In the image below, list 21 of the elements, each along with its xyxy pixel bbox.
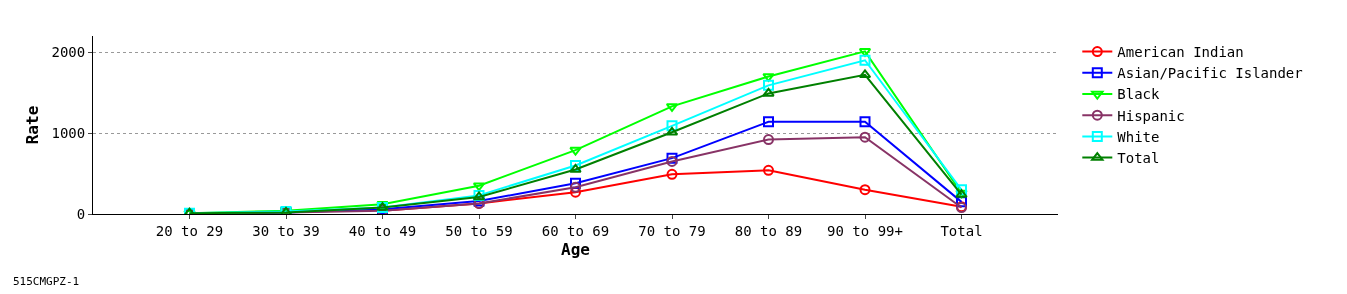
x-tick-label: 70 to 79 — [638, 222, 706, 239]
y-tick-label: 1000 — [51, 124, 86, 141]
x-tick-label: 30 to 39 — [252, 222, 320, 239]
legend-label: White — [1117, 128, 1160, 145]
y-tick-label: 2000 — [51, 44, 86, 61]
x-tick-label: 20 to 29 — [155, 222, 224, 239]
y-axis-title: Rate — [23, 105, 43, 145]
text: 515CMGPZ-1 — [13, 275, 80, 288]
x-tick-label: 90 to 99+ — [827, 222, 903, 239]
legend-label: Asian/Pacific Islander — [1117, 65, 1303, 82]
legend-label: Total — [1117, 150, 1160, 167]
x-tick-label: 80 to 89 — [734, 222, 803, 239]
x-tick-label: Total — [940, 222, 983, 239]
legend-label: American Indian — [1117, 44, 1244, 61]
x-tick-label: 40 to 49 — [348, 222, 417, 239]
x-axis-title: Age — [561, 240, 590, 260]
x-tick-label: 50 to 59 — [445, 222, 513, 239]
x-tick-label: 60 to 69 — [541, 222, 610, 239]
y-tick-label: 0 — [76, 205, 86, 222]
legend-label: Hispanic — [1117, 107, 1185, 124]
legend-label: Black — [1117, 86, 1161, 103]
